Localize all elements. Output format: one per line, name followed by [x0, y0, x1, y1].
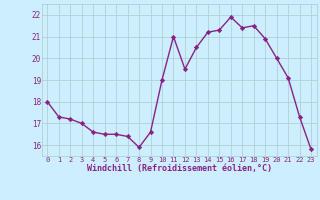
X-axis label: Windchill (Refroidissement éolien,°C): Windchill (Refroidissement éolien,°C): [87, 164, 272, 173]
